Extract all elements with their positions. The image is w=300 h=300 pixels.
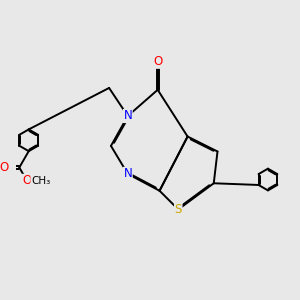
Text: N: N xyxy=(123,167,132,180)
Text: O: O xyxy=(22,174,32,188)
Text: S: S xyxy=(175,203,182,216)
Text: O: O xyxy=(153,55,162,68)
Text: O: O xyxy=(0,161,8,174)
Text: N: N xyxy=(123,110,132,122)
Text: CH₃: CH₃ xyxy=(31,176,50,186)
